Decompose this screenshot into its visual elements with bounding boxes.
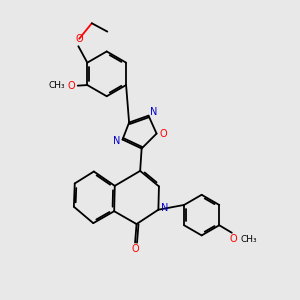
Text: CH₃: CH₃ [241,235,257,244]
Text: O: O [131,244,139,254]
Text: CH₃: CH₃ [48,81,65,90]
Text: O: O [67,81,75,91]
Text: O: O [159,129,167,139]
Text: N: N [160,203,168,213]
Text: N: N [113,136,121,146]
Text: N: N [150,107,158,117]
Text: O: O [75,34,83,44]
Text: O: O [230,234,237,244]
